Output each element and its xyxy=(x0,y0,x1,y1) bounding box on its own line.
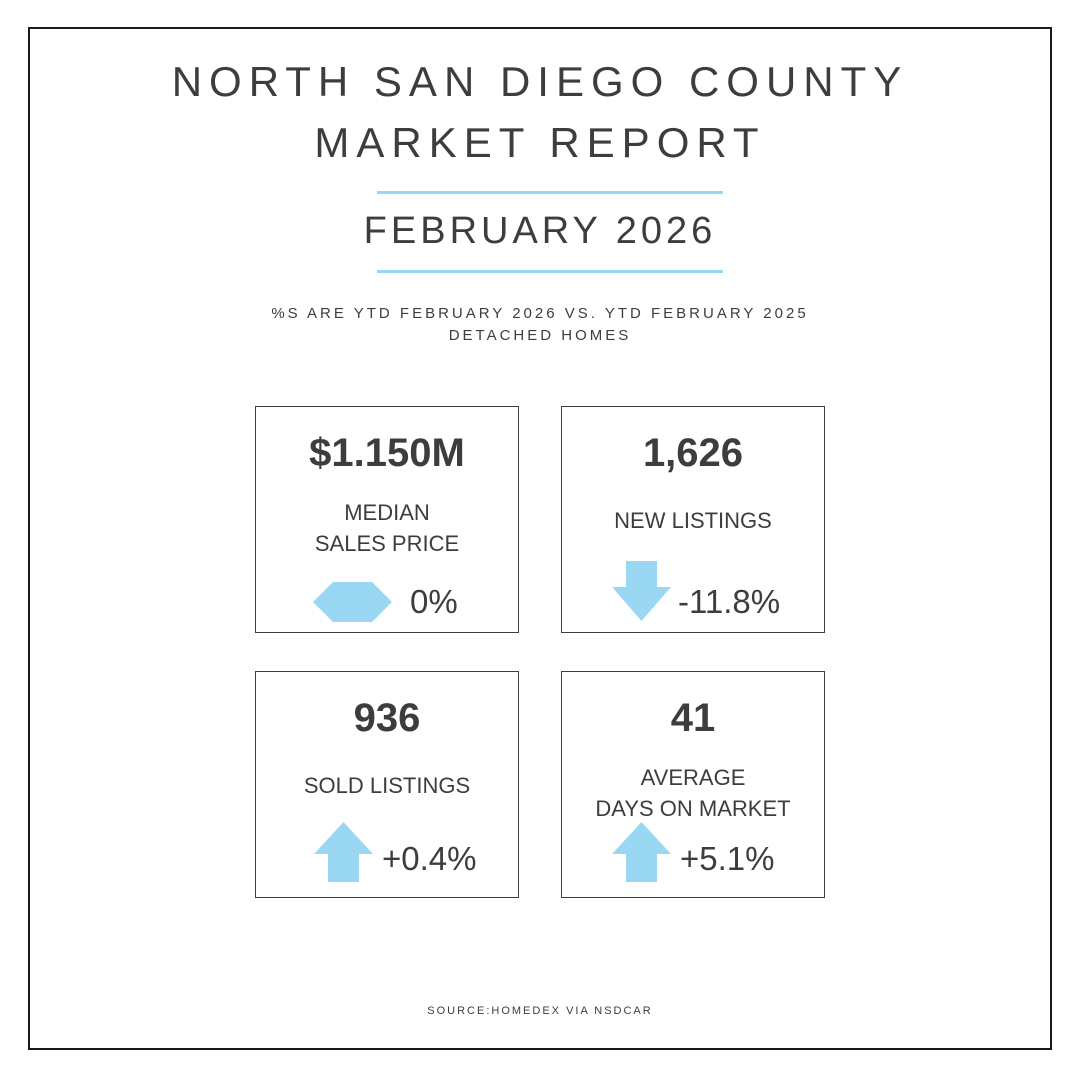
stat-value: 1,626 xyxy=(642,431,744,475)
stat-label-line-2: SALES PRICE xyxy=(314,531,460,556)
stat-label-line-1: NEW LISTINGS xyxy=(614,508,772,533)
stat-value: $1.150M xyxy=(309,431,465,475)
comparison-note: %S ARE YTD FEBRUARY 2026 VS. YTD FEBRUAR… xyxy=(271,305,809,322)
stat-label: AVERAGE DAYS ON MARKET xyxy=(562,762,824,824)
stat-label: MEDIAN SALES PRICE xyxy=(256,497,518,559)
accent-divider-bottom xyxy=(377,270,723,273)
arrow-up-icon xyxy=(314,822,373,882)
stat-label-line-1: AVERAGE xyxy=(640,765,746,790)
stat-change: +5.1% xyxy=(680,840,775,877)
report-title-line-1: NORTH SAN DIEGO COUNTY xyxy=(171,58,909,105)
stat-label: NEW LISTINGS xyxy=(562,505,824,536)
stat-card-median-sales-price: $1.150M MEDIAN SALES PRICE 0% xyxy=(255,406,519,633)
source-footnote: SOURCE:HOMEDEX VIA NSDCAR xyxy=(427,1005,653,1017)
stat-card-new-listings: 1,626 NEW LISTINGS -11.8% xyxy=(561,406,825,633)
report-month: FEBRUARY 2026 xyxy=(363,210,717,252)
arrow-down-icon xyxy=(612,561,671,621)
report-title-line-2: MARKET REPORT xyxy=(314,119,766,166)
stat-change: -11.8% xyxy=(678,583,781,620)
neutral-hexagon-icon xyxy=(313,582,392,622)
stat-value: 41 xyxy=(670,696,716,740)
stat-label-line-2: DAYS ON MARKET xyxy=(595,796,791,821)
stat-change: 0% xyxy=(410,583,458,620)
report-frame xyxy=(28,27,1052,1050)
stat-label-line-1: SOLD LISTINGS xyxy=(303,773,471,798)
stat-card-average-days-on-market: 41 AVERAGE DAYS ON MARKET +5.1% xyxy=(561,671,825,898)
stat-label-line-1: MEDIAN xyxy=(344,500,430,525)
arrow-up-icon xyxy=(612,822,671,882)
stat-card-sold-listings: 936 SOLD LISTINGS +0.4% xyxy=(255,671,519,898)
accent-divider-top xyxy=(377,191,723,194)
property-type-note: DETACHED HOMES xyxy=(448,327,632,344)
stat-value: 936 xyxy=(353,696,421,740)
stat-label: SOLD LISTINGS xyxy=(256,770,518,801)
stat-change: +0.4% xyxy=(382,840,477,877)
